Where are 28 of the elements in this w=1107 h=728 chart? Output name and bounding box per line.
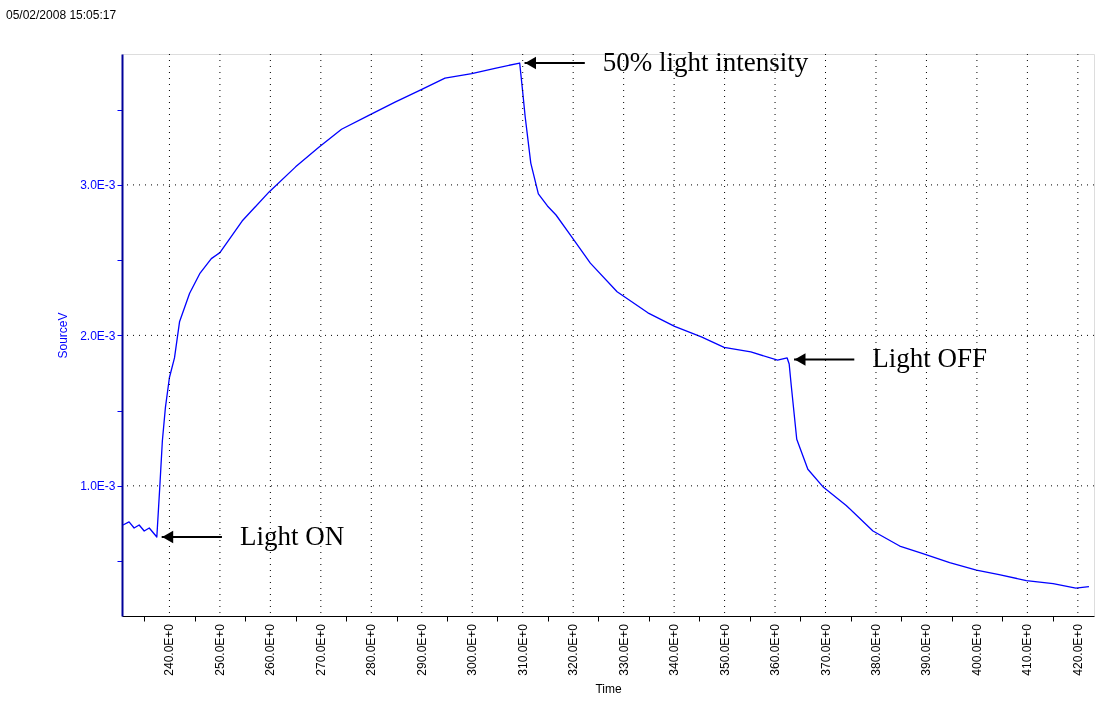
x-tick-label: 350.0E+0 <box>717 623 732 676</box>
x-tick-label: 320.0E+0 <box>566 623 581 676</box>
x-tick-label: 310.0E+0 <box>515 623 530 676</box>
y-axis-title: SourceV <box>56 312 71 359</box>
x-tick-label: 360.0E+0 <box>768 623 783 676</box>
x-tick-label: 340.0E+0 <box>667 623 682 676</box>
x-tick-label: 330.0E+0 <box>616 623 631 676</box>
annotation: 50% light intensity <box>602 47 809 78</box>
x-tick-label: 290.0E+0 <box>414 623 429 676</box>
text: 05/02/2008 15:05:17 <box>6 8 117 22</box>
x-tick-label: 300.0E+0 <box>465 623 480 676</box>
x-tick-label: 250.0E+0 <box>212 623 227 676</box>
annotation: Light OFF <box>872 343 988 374</box>
x-axis-title: Time <box>595 682 622 696</box>
x-tick-label: 420.0E+0 <box>1070 623 1085 676</box>
y-tick-label: 3.0E-3 <box>80 178 116 193</box>
annotation: Light ON <box>239 521 345 551</box>
y-tick-label: 1.0E-3 <box>80 479 116 494</box>
x-tick-label: 280.0E+0 <box>364 623 379 676</box>
x-tick-label: 370.0E+0 <box>818 623 833 676</box>
x-tick-label: 260.0E+0 <box>263 623 278 676</box>
x-tick-label: 390.0E+0 <box>919 623 934 676</box>
x-tick-label: 380.0E+0 <box>868 623 883 676</box>
y-tick-label: 2.0E-3 <box>80 328 116 343</box>
x-tick-label: 400.0E+0 <box>969 623 984 676</box>
x-tick-label: 270.0E+0 <box>313 623 328 676</box>
x-tick-label: 410.0E+0 <box>1020 623 1035 676</box>
x-tick-label: 240.0E+0 <box>162 623 177 676</box>
